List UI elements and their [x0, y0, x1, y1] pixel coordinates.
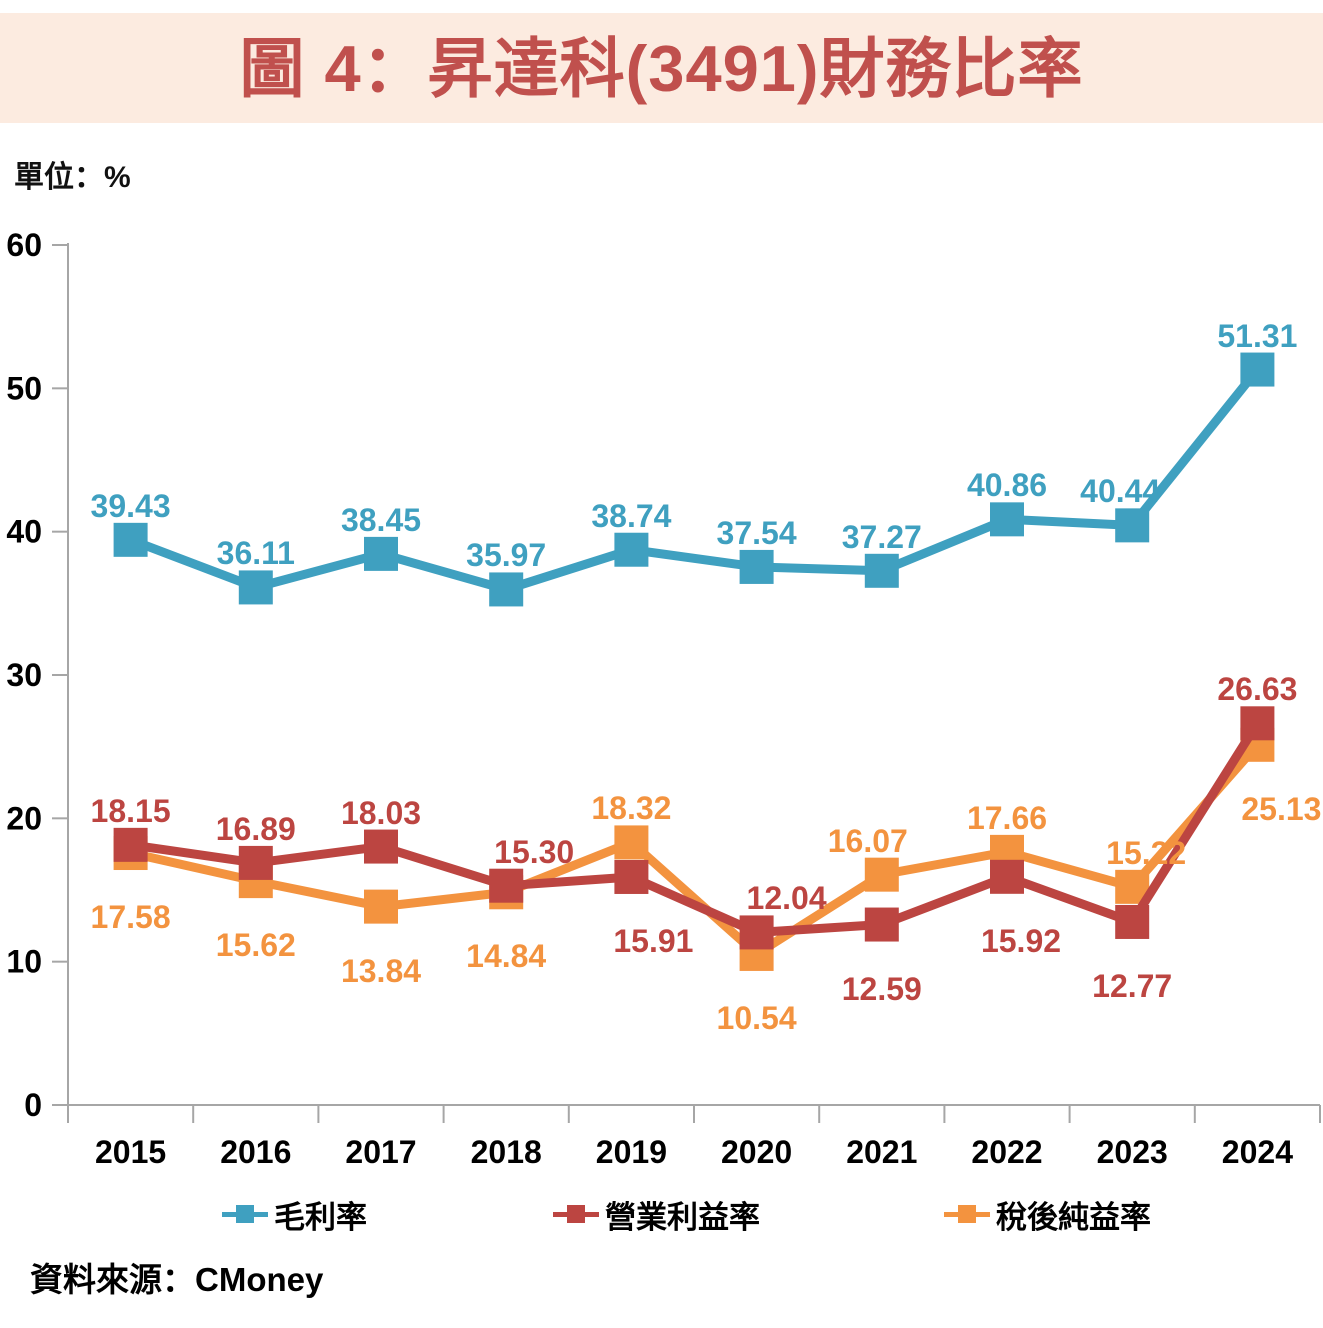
data-label: 16.89 — [215, 810, 296, 847]
data-point-marker[interactable] — [739, 549, 774, 584]
x-axis-tick-label: 2017 — [345, 1134, 416, 1170]
title-banner: 圖 4：昇達科(3491)財務比率 — [0, 13, 1323, 123]
data-label: 37.54 — [716, 514, 797, 551]
legend-item-gross-margin[interactable]: 毛利率 — [222, 1192, 367, 1237]
data-point-marker[interactable] — [1240, 706, 1275, 741]
data-point-marker[interactable] — [238, 845, 273, 880]
y-axis-tick-label: 0 — [24, 1087, 42, 1123]
data-label: 18.32 — [591, 790, 672, 827]
data-point-marker[interactable] — [364, 829, 398, 864]
data-label: 39.43 — [90, 487, 171, 524]
data-label: 14.84 — [466, 938, 547, 975]
data-label: 16.07 — [827, 822, 908, 859]
data-point-marker[interactable] — [113, 522, 148, 557]
data-label: 15.92 — [980, 922, 1062, 959]
x-axis-tick-label: 2015 — [95, 1134, 166, 1170]
data-point-marker[interactable] — [364, 536, 398, 571]
y-axis-tick-label: 10 — [6, 944, 42, 980]
x-axis-tick-label: 2020 — [721, 1134, 792, 1170]
data-label: 15.62 — [215, 927, 296, 964]
data-label: 15.30 — [494, 833, 575, 870]
data-point-marker[interactable] — [990, 859, 1024, 894]
data-label: 40.44 — [1080, 473, 1161, 510]
page-title: 圖 4：昇達科(3491)財務比率 — [239, 31, 1084, 105]
y-axis-tick-label: 20 — [6, 800, 42, 836]
x-axis-tick-label: 2023 — [1097, 1134, 1168, 1170]
data-point-marker[interactable] — [489, 572, 524, 607]
x-axis-tick-label: 2022 — [971, 1134, 1042, 1170]
data-label: 25.13 — [1241, 790, 1322, 827]
legend-item-net-margin[interactable]: 稅後純益率 — [944, 1192, 1151, 1237]
data-point-marker[interactable] — [614, 859, 649, 894]
legend-marker-square-icon — [553, 1203, 599, 1225]
data-label: 10.54 — [716, 999, 797, 1036]
data-point-marker[interactable] — [739, 915, 774, 950]
legend-label-gross-margin: 毛利率 — [274, 1199, 367, 1235]
data-label: 15.22 — [1106, 834, 1187, 871]
data-label: 35.97 — [466, 537, 547, 574]
data-label: 36.11 — [216, 535, 295, 572]
legend-marker-square-icon — [222, 1203, 268, 1225]
legend-label-operating-margin: 營業利益率 — [605, 1199, 760, 1235]
data-point-marker[interactable] — [1115, 508, 1150, 543]
data-label: 18.15 — [90, 792, 171, 829]
y-axis-tick-label: 30 — [6, 657, 42, 693]
data-label: 38.45 — [340, 501, 422, 538]
x-axis-tick-label: 2021 — [846, 1134, 917, 1170]
data-label: 40.86 — [966, 467, 1048, 504]
data-point-marker[interactable] — [113, 827, 148, 862]
source-note: 資料來源：CMoney — [30, 1261, 324, 1298]
series-line-1 — [129, 720, 1262, 937]
data-label: 51.31 — [1217, 317, 1298, 354]
data-point-marker[interactable] — [1240, 352, 1275, 387]
data-label: 37.27 — [841, 518, 922, 555]
y-axis-tick-label: 50 — [6, 370, 42, 406]
data-point-marker[interactable] — [489, 868, 524, 903]
data-point-marker[interactable] — [238, 570, 273, 605]
data-point-marker[interactable] — [864, 553, 899, 588]
data-label: 17.66 — [966, 799, 1048, 836]
data-label: 38.74 — [591, 497, 672, 534]
data-point-marker[interactable] — [864, 857, 899, 892]
x-axis-tick-label: 2018 — [471, 1134, 542, 1170]
y-axis-tick-label: 40 — [6, 514, 42, 550]
y-axis-tick-label: 60 — [6, 227, 42, 263]
data-point-marker[interactable] — [614, 825, 649, 860]
chart-legend: 毛利率 營業利益率 稅後純益率 — [0, 1192, 1323, 1236]
data-label: 13.84 — [340, 952, 422, 989]
data-label: 12.77 — [1092, 967, 1173, 1004]
data-point-marker[interactable] — [990, 502, 1024, 537]
unit-label: 單位：% — [14, 161, 131, 194]
data-label: 18.03 — [340, 794, 422, 831]
x-axis-tick-label: 2019 — [596, 1134, 667, 1170]
data-point-marker[interactable] — [864, 907, 899, 942]
data-label: 26.63 — [1217, 671, 1298, 708]
data-point-marker[interactable] — [1115, 904, 1150, 939]
data-label: 12.04 — [746, 880, 827, 917]
legend-item-operating-margin[interactable]: 營業利益率 — [553, 1192, 760, 1237]
data-label: 12.59 — [841, 970, 922, 1007]
x-axis-tick-label: 2024 — [1222, 1134, 1293, 1170]
legend-label-net-margin: 稅後純益率 — [996, 1199, 1151, 1235]
data-point-marker[interactable] — [614, 532, 649, 567]
series-line-0 — [129, 366, 1261, 594]
x-axis-tick-label: 2016 — [220, 1134, 291, 1170]
legend-marker-square-icon — [944, 1203, 990, 1225]
series-line-2 — [129, 741, 1261, 959]
data-label: 17.58 — [90, 899, 171, 936]
data-point-marker[interactable] — [364, 889, 398, 924]
data-label: 15.91 — [613, 922, 694, 959]
